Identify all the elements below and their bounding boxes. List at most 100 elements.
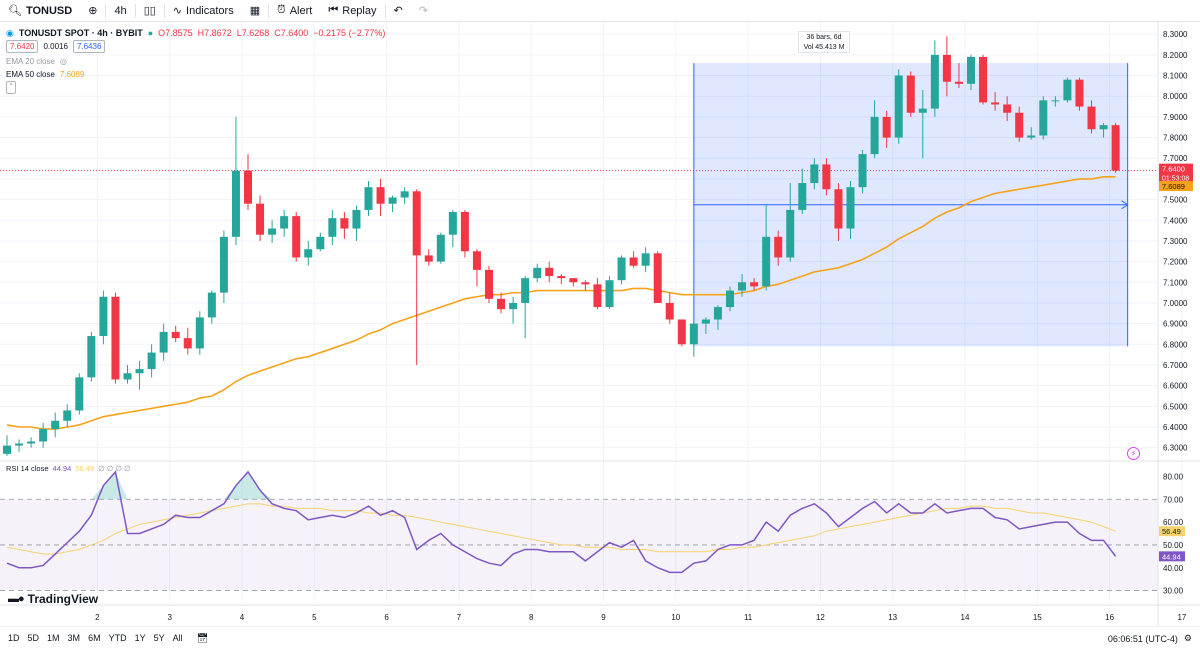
candle-body	[460, 211, 469, 252]
candle-body	[87, 336, 96, 378]
candle-body	[930, 54, 939, 109]
price-tick-label: 7.7000	[1163, 154, 1188, 163]
range-1y[interactable]: 1Y	[134, 633, 146, 643]
candle-down	[557, 274, 566, 285]
candle-down	[545, 261, 554, 283]
candle-up	[99, 290, 108, 345]
candle-down	[256, 195, 265, 241]
bid-price[interactable]: 7.6420	[6, 40, 39, 53]
candle-body	[51, 420, 60, 430]
candle-body	[858, 154, 867, 188]
candle-up	[39, 422, 48, 448]
lightning-icon[interactable]: ⚡︎	[1127, 447, 1140, 460]
divider	[384, 3, 386, 18]
time-tick-label: 10	[671, 613, 680, 622]
candle-body	[1099, 125, 1108, 130]
candle-up	[207, 290, 216, 324]
candle-body	[762, 236, 771, 287]
plus-circle-icon: ⊕	[88, 5, 98, 17]
candle-up	[605, 276, 614, 310]
rsi-value-tag	[1159, 551, 1185, 562]
price-tick-label: 7.4000	[1163, 216, 1188, 225]
measure-tooltip: 36 bars, 6d Vol 45.413 M	[798, 31, 850, 53]
candle-body	[1015, 112, 1024, 138]
legend-high: H7.8672	[197, 27, 232, 38]
candle-up	[27, 437, 36, 448]
search-icon: 🔍︎	[8, 5, 22, 17]
candle-body	[665, 302, 674, 320]
compare-button[interactable]: ⊕	[80, 0, 105, 22]
tradingview-logo[interactable]: ▬● TradingView	[8, 592, 98, 606]
candle-body	[352, 209, 361, 229]
price-tick-label: 6.9000	[1163, 320, 1188, 329]
redo-button[interactable]: ↷	[411, 0, 436, 22]
candle-body	[497, 298, 506, 310]
clock-time[interactable]: 06:06:51 (UTC-4)	[1107, 633, 1178, 644]
range-6m[interactable]: 6M	[88, 633, 101, 643]
rsi-overbought-fill	[223, 471, 273, 500]
last-price-tag	[1159, 163, 1193, 184]
candle-up	[509, 296, 518, 324]
candle-up	[147, 344, 156, 378]
rsi-value-tag-text: 44.94	[1162, 552, 1181, 561]
collapse-legend-button[interactable]: ˆ	[6, 81, 17, 94]
time-tick-label: 6	[384, 613, 389, 622]
candle-up	[786, 183, 795, 262]
chart-canvas[interactable]: 6.3000 6.4000 6.5000 6.6000 6.7000 6.8000 6.90…	[0, 0, 1200, 627]
candle-up	[316, 232, 325, 252]
candle-body	[581, 282, 590, 285]
range-5y[interactable]: 5Y	[153, 633, 165, 643]
symbol-search[interactable]: 🔍︎ TONUSD	[0, 0, 80, 22]
ton-logo-icon: ◉	[6, 27, 14, 38]
ema50-label[interactable]: EMA 50 close	[6, 69, 55, 79]
price-tick-label: 8.3000	[1163, 30, 1188, 39]
range-ytd[interactable]: YTD	[108, 633, 127, 643]
date-range-icon[interactable]: 📅︎	[196, 633, 209, 643]
time-tick-label: 11	[744, 613, 753, 622]
hidden-series-icon[interactable]: ∅ ∅ ∅ ∅	[98, 464, 131, 473]
time-tick-label: 9	[601, 613, 606, 622]
interval-label: 4h	[114, 4, 127, 17]
candle-up	[135, 360, 144, 390]
chart-type-button[interactable]: ▯▯	[136, 0, 164, 22]
indicators-button[interactable]: ∿ Indicators	[165, 0, 242, 22]
candle-down	[460, 209, 469, 258]
candle-body	[521, 278, 530, 303]
rsi-label[interactable]: RSI 14 close	[6, 464, 49, 473]
brand-label: TradingView	[27, 592, 99, 606]
alert-button[interactable]: ⏰︎ Alert	[269, 0, 320, 22]
range-3m[interactable]: 3M	[67, 633, 81, 643]
range-1m[interactable]: 1M	[47, 633, 60, 643]
candle-up	[870, 100, 879, 159]
legend-title: TONUSDT SPOT · 4h · BYBIT	[18, 27, 143, 38]
candle-body	[979, 56, 988, 103]
candle-up	[617, 255, 626, 285]
candle-body	[822, 164, 831, 190]
eye-hidden-icon[interactable]: ◎	[59, 56, 67, 66]
settings-icon[interactable]: ⚙︎	[1183, 633, 1192, 643]
price-tick-label: 6.6000	[1163, 382, 1188, 391]
divider	[268, 3, 270, 18]
candle-down	[991, 92, 1000, 111]
time-tick-label: 12	[816, 613, 825, 622]
range-all[interactable]: All	[172, 633, 183, 643]
candle-down	[171, 325, 180, 343]
rsi-value: 44.94	[52, 464, 72, 473]
interval-button[interactable]: 4h	[106, 0, 134, 22]
layouts-button[interactable]: ▦	[242, 0, 268, 22]
range-5d[interactable]: 5D	[27, 633, 40, 643]
rsi-tick-label: 30.00	[1163, 587, 1184, 596]
candle-down	[183, 327, 192, 355]
candle-up	[1063, 77, 1072, 103]
undo-button[interactable]: ↶	[386, 0, 411, 22]
range-buttons: 1D 5D 1M 3M 6M YTD 1Y 5Y All 📅︎	[0, 633, 212, 644]
candle-body	[436, 234, 445, 262]
ema20-label[interactable]: EMA 20 close	[6, 56, 55, 66]
candle-body	[1075, 79, 1084, 107]
replay-button[interactable]: ⏮︎ Replay	[320, 0, 384, 22]
range-1d[interactable]: 1D	[8, 633, 20, 643]
candle-body	[870, 116, 879, 155]
candle-down	[485, 265, 493, 303]
time-tick-label: 7	[457, 613, 462, 622]
ask-price[interactable]: 7.6436	[72, 40, 106, 53]
